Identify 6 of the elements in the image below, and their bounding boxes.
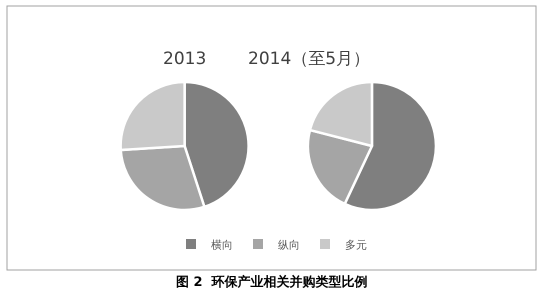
legend-label: 多元 bbox=[345, 238, 367, 252]
legend-label: 纵向 bbox=[278, 238, 300, 252]
chart-title: 2013 bbox=[163, 49, 206, 69]
chart-title: 2014（至5月） bbox=[248, 49, 370, 69]
caption: 图 2 环保产业相关并购类型比例 bbox=[176, 274, 368, 290]
legend-label: 横向 bbox=[211, 238, 233, 252]
